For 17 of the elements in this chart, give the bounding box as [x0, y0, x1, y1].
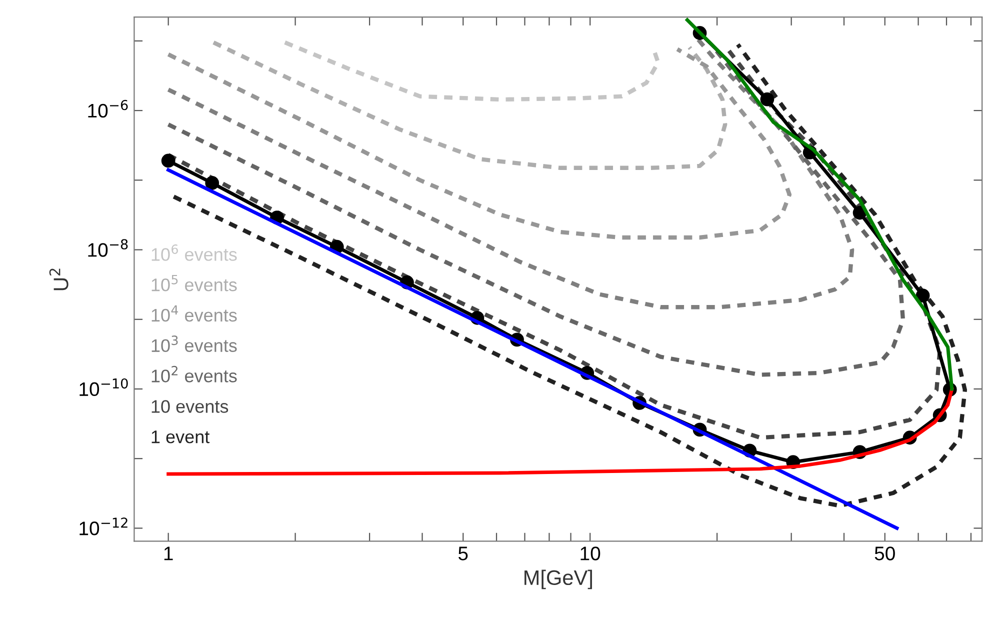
text: 10 events: [152, 400, 228, 413]
text: 10$^{2}$ events: [152, 366, 237, 382]
text: 10$^{4}$ events: [152, 305, 237, 322]
text: 1 event: [152, 430, 210, 444]
y-tick-label: 10$^{−10}$: [80, 378, 128, 396]
y-tick-label: 10$^{−12}$: [80, 518, 128, 536]
text: 10$^{3}$ events: [152, 336, 237, 352]
y-tick-label: 10$^{−6}$: [88, 100, 128, 118]
text: 10$^{6}$ events: [152, 244, 237, 261]
y-axis-title: U$^{2}$: [49, 268, 68, 290]
x-axis-title: M[GeV]: [524, 570, 592, 590]
x-tick-label: 1: [164, 546, 173, 560]
text: 10$^{5}$ events: [152, 274, 237, 292]
x-tick-label: 10: [580, 546, 600, 560]
x-tick-label: 50: [874, 546, 895, 560]
x-tick-label: 5: [458, 546, 468, 560]
y-tick-label: 10$^{−8}$: [88, 239, 128, 257]
